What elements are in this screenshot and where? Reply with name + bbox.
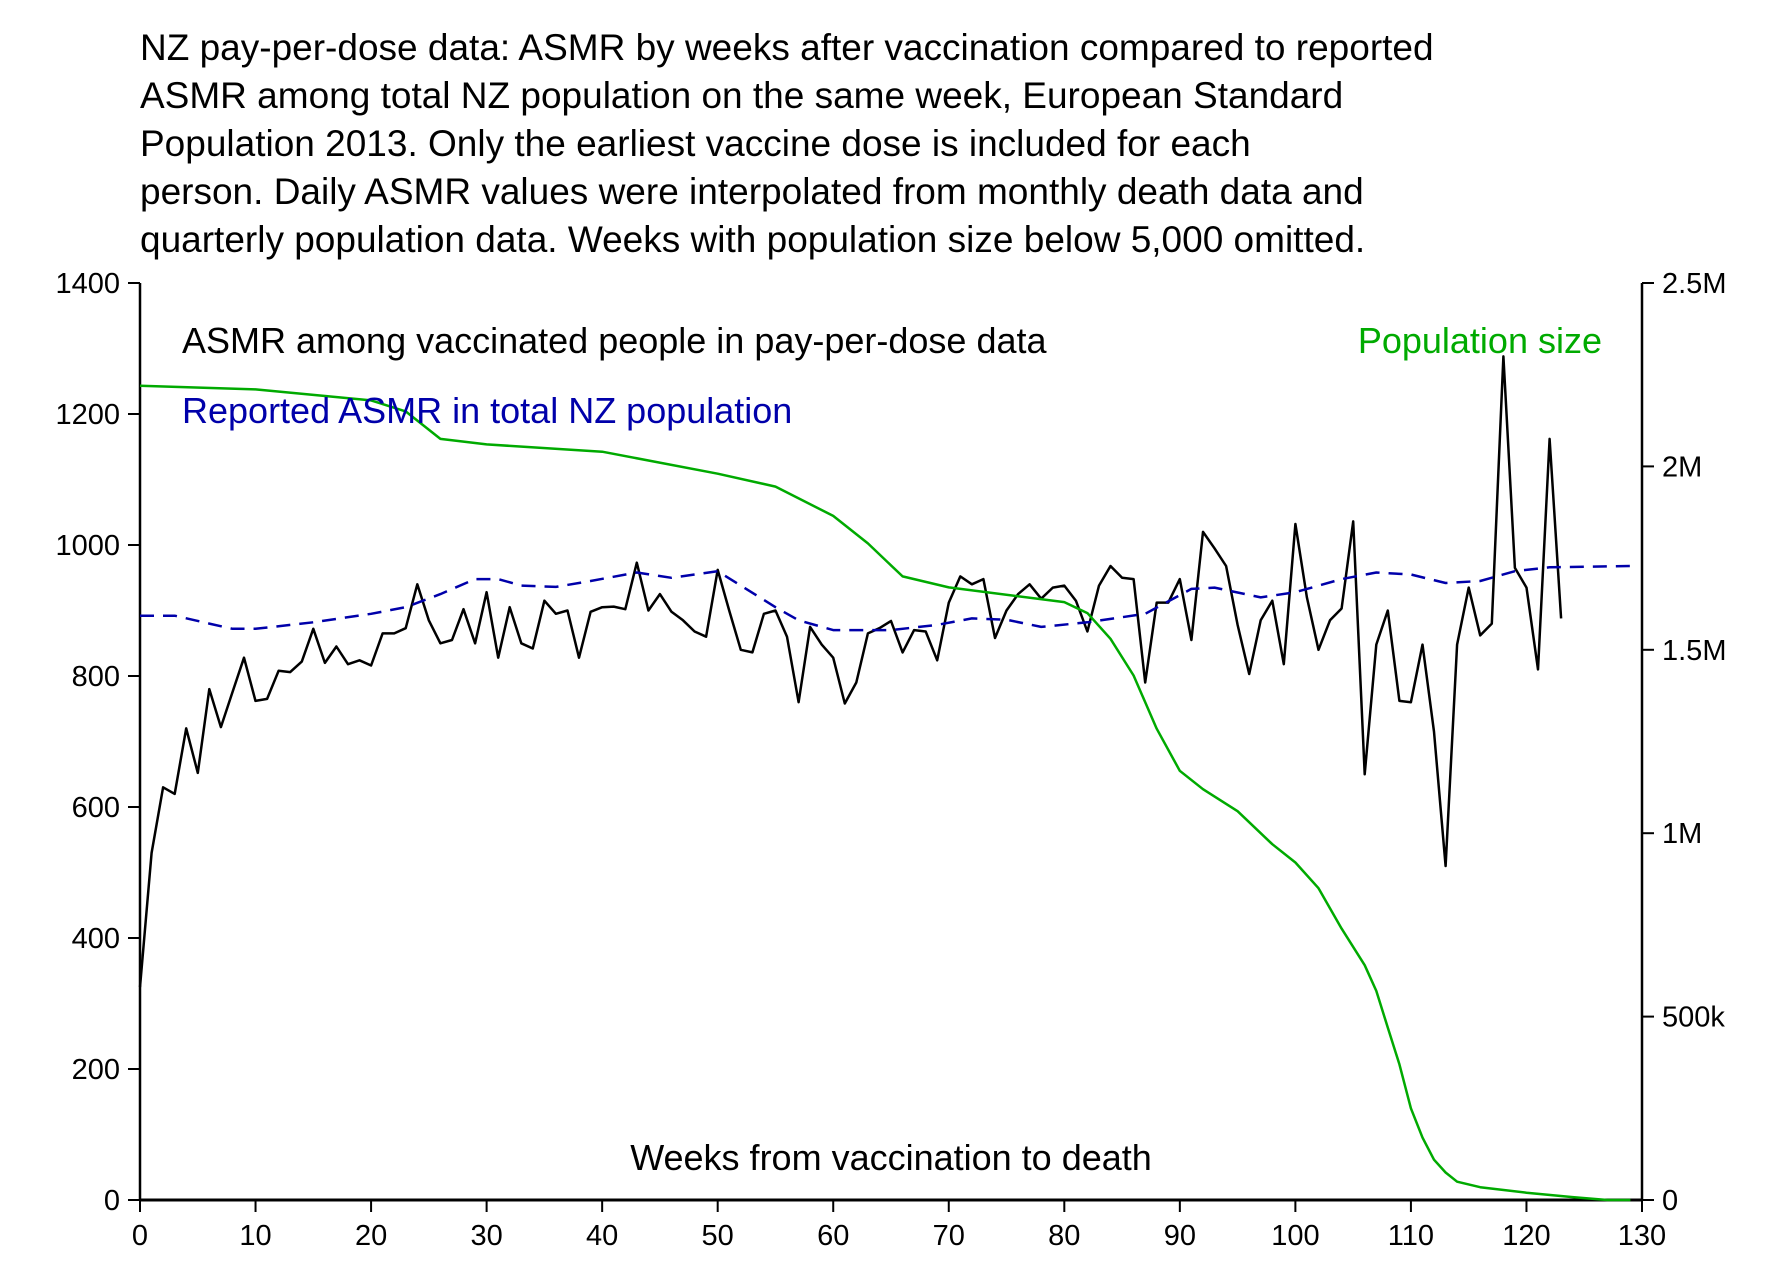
y-tick-label-right: 1.5M [1662, 635, 1726, 667]
x-axis-label: Weeks from vaccination to death [630, 1137, 1152, 1178]
x-tick-label: 130 [1618, 1220, 1666, 1252]
x-tick-label: 100 [1271, 1220, 1319, 1252]
y-tick-label-left: 1400 [55, 268, 120, 300]
x-tick-label: 120 [1502, 1220, 1550, 1252]
legend-reported-asmr: Reported ASMR in total NZ population [182, 390, 792, 431]
y-tick-label-left: 0 [104, 1185, 120, 1217]
y-tick-label-right: 500k [1662, 1002, 1725, 1034]
y-tick-label-right: 0 [1662, 1185, 1678, 1217]
y-tick-label-left: 200 [72, 1054, 120, 1086]
y-tick-label-left: 1000 [55, 530, 120, 562]
x-tick-label: 10 [239, 1220, 271, 1252]
title-line: ASMR among total NZ population on the sa… [140, 75, 1343, 116]
x-tick-label: 30 [470, 1220, 502, 1252]
x-tick-label: 50 [702, 1220, 734, 1252]
x-tick-label: 110 [1388, 1220, 1434, 1252]
y-tick-label-left: 400 [72, 923, 120, 955]
y-tick-label-right: 1M [1662, 818, 1702, 850]
title-line: quarterly population data. Weeks with po… [140, 219, 1365, 260]
series-line-asmr-vaccinated [138, 355, 1563, 988]
x-tick-label: 20 [355, 1220, 387, 1252]
series-line-population-size [139, 384, 1631, 1202]
x-tick-label: 40 [586, 1220, 618, 1252]
title-line: Population 2013. Only the earliest vacci… [140, 123, 1251, 164]
y-tick-label-right: 2.5M [1662, 268, 1726, 300]
y-tick-label-left: 1200 [55, 399, 120, 431]
series [138, 355, 1631, 1202]
x-tick-label: 60 [817, 1220, 849, 1252]
x-tick-label: 80 [1048, 1220, 1080, 1252]
legend-asmr-vaccinated: ASMR among vaccinated people in pay-per-… [182, 320, 1047, 361]
y-tick-label-right: 2M [1662, 451, 1702, 483]
chart-title: NZ pay-per-dose data: ASMR by weeks afte… [140, 27, 1434, 260]
x-tick-label: 0 [132, 1220, 148, 1252]
x-tick-label: 70 [933, 1220, 965, 1252]
y-tick-label-left: 600 [72, 792, 120, 824]
title-line: person. Daily ASMR values were interpola… [140, 171, 1364, 212]
title-line: NZ pay-per-dose data: ASMR by weeks afte… [140, 27, 1434, 68]
y-tick-label-left: 800 [72, 661, 120, 693]
x-tick-label: 90 [1164, 1220, 1196, 1252]
legend-population-size: Population size [1358, 320, 1602, 361]
axes: 0 10 20 30 40 50 60 70 80 90 100 110 120 130020040060… [55, 268, 1726, 1252]
series-line-reported-asmr [140, 564, 1631, 632]
